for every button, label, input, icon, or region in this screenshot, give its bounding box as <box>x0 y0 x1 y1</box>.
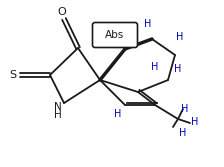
Text: H: H <box>176 32 184 42</box>
Text: Abs: Abs <box>105 30 125 40</box>
Text: N: N <box>54 102 62 112</box>
Text: H: H <box>181 104 189 114</box>
Text: H: H <box>179 128 187 138</box>
Text: H: H <box>191 117 199 127</box>
Text: H: H <box>151 62 159 72</box>
Text: S: S <box>9 70 17 80</box>
Text: O: O <box>58 7 66 17</box>
Text: H: H <box>144 19 152 29</box>
Text: H: H <box>114 109 122 119</box>
Text: H: H <box>115 27 123 37</box>
Text: H: H <box>174 64 182 74</box>
FancyBboxPatch shape <box>93 23 138 47</box>
Text: H: H <box>54 110 62 120</box>
